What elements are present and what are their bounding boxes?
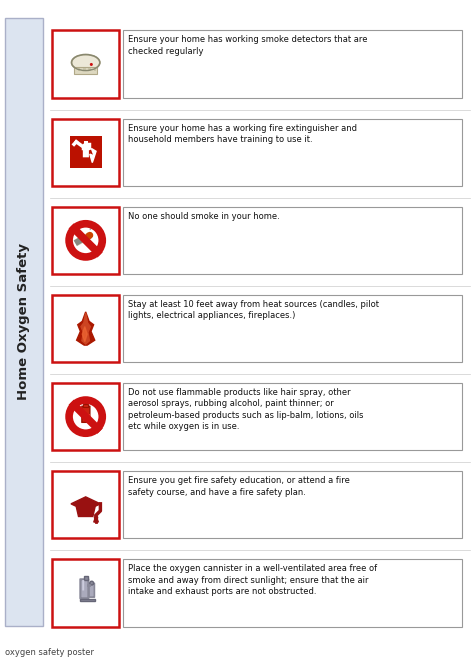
Circle shape	[75, 406, 77, 408]
Circle shape	[94, 516, 98, 520]
Circle shape	[71, 411, 73, 413]
Text: Home Oxygen Safety: Home Oxygen Safety	[18, 243, 30, 400]
FancyBboxPatch shape	[123, 471, 462, 538]
Text: Place the oxygen cannister in a well-ventilated area free of
smoke and away from: Place the oxygen cannister in a well-ven…	[128, 564, 377, 596]
Text: Ensure your home has working smoke detectors that are
checked regularly: Ensure your home has working smoke detec…	[128, 35, 368, 56]
Polygon shape	[90, 149, 96, 163]
Circle shape	[69, 223, 102, 257]
FancyBboxPatch shape	[82, 580, 84, 590]
FancyBboxPatch shape	[52, 383, 119, 450]
Circle shape	[90, 63, 93, 66]
Circle shape	[78, 404, 80, 406]
FancyBboxPatch shape	[5, 18, 43, 626]
FancyBboxPatch shape	[89, 584, 94, 597]
FancyBboxPatch shape	[52, 295, 119, 362]
FancyBboxPatch shape	[84, 141, 88, 144]
FancyBboxPatch shape	[123, 295, 462, 362]
Circle shape	[90, 581, 93, 585]
FancyBboxPatch shape	[52, 207, 119, 274]
FancyBboxPatch shape	[52, 119, 119, 186]
FancyBboxPatch shape	[78, 68, 81, 71]
FancyBboxPatch shape	[84, 576, 88, 580]
FancyBboxPatch shape	[84, 402, 88, 404]
Polygon shape	[81, 313, 91, 344]
Text: Do not use flammable products like hair spray, other
aerosol sprays, rubbing alc: Do not use flammable products like hair …	[128, 388, 364, 432]
FancyBboxPatch shape	[123, 119, 462, 186]
FancyBboxPatch shape	[52, 559, 119, 626]
FancyBboxPatch shape	[123, 31, 462, 98]
Text: No one should smoke in your home.: No one should smoke in your home.	[128, 211, 280, 221]
Ellipse shape	[72, 55, 100, 71]
Text: oxygen safety poster: oxygen safety poster	[5, 648, 94, 657]
Text: Stay at least 10 feet away from heat sources (candles, pilot
lights, electrical : Stay at least 10 feet away from heat sou…	[128, 300, 379, 320]
FancyBboxPatch shape	[83, 143, 89, 157]
FancyBboxPatch shape	[123, 383, 462, 450]
FancyBboxPatch shape	[88, 68, 91, 71]
Text: Ensure you get fire safety education, or attend a fire
safety course, and have a: Ensure you get fire safety education, or…	[128, 476, 350, 496]
Circle shape	[73, 408, 75, 410]
Polygon shape	[82, 327, 87, 342]
FancyBboxPatch shape	[52, 31, 119, 98]
FancyBboxPatch shape	[74, 67, 97, 73]
Polygon shape	[77, 312, 95, 345]
FancyBboxPatch shape	[70, 136, 102, 168]
FancyBboxPatch shape	[52, 471, 119, 538]
FancyBboxPatch shape	[81, 580, 88, 598]
FancyBboxPatch shape	[82, 406, 90, 422]
FancyBboxPatch shape	[93, 68, 96, 71]
Polygon shape	[76, 507, 95, 516]
FancyBboxPatch shape	[82, 414, 90, 418]
FancyBboxPatch shape	[80, 598, 95, 601]
FancyBboxPatch shape	[83, 68, 86, 71]
FancyBboxPatch shape	[83, 404, 88, 408]
FancyBboxPatch shape	[123, 559, 462, 626]
FancyBboxPatch shape	[123, 207, 462, 274]
Text: Ensure your home has a working fire extinguisher and
household members have trai: Ensure your home has a working fire exti…	[128, 123, 357, 144]
Polygon shape	[71, 497, 100, 511]
Circle shape	[69, 400, 102, 434]
